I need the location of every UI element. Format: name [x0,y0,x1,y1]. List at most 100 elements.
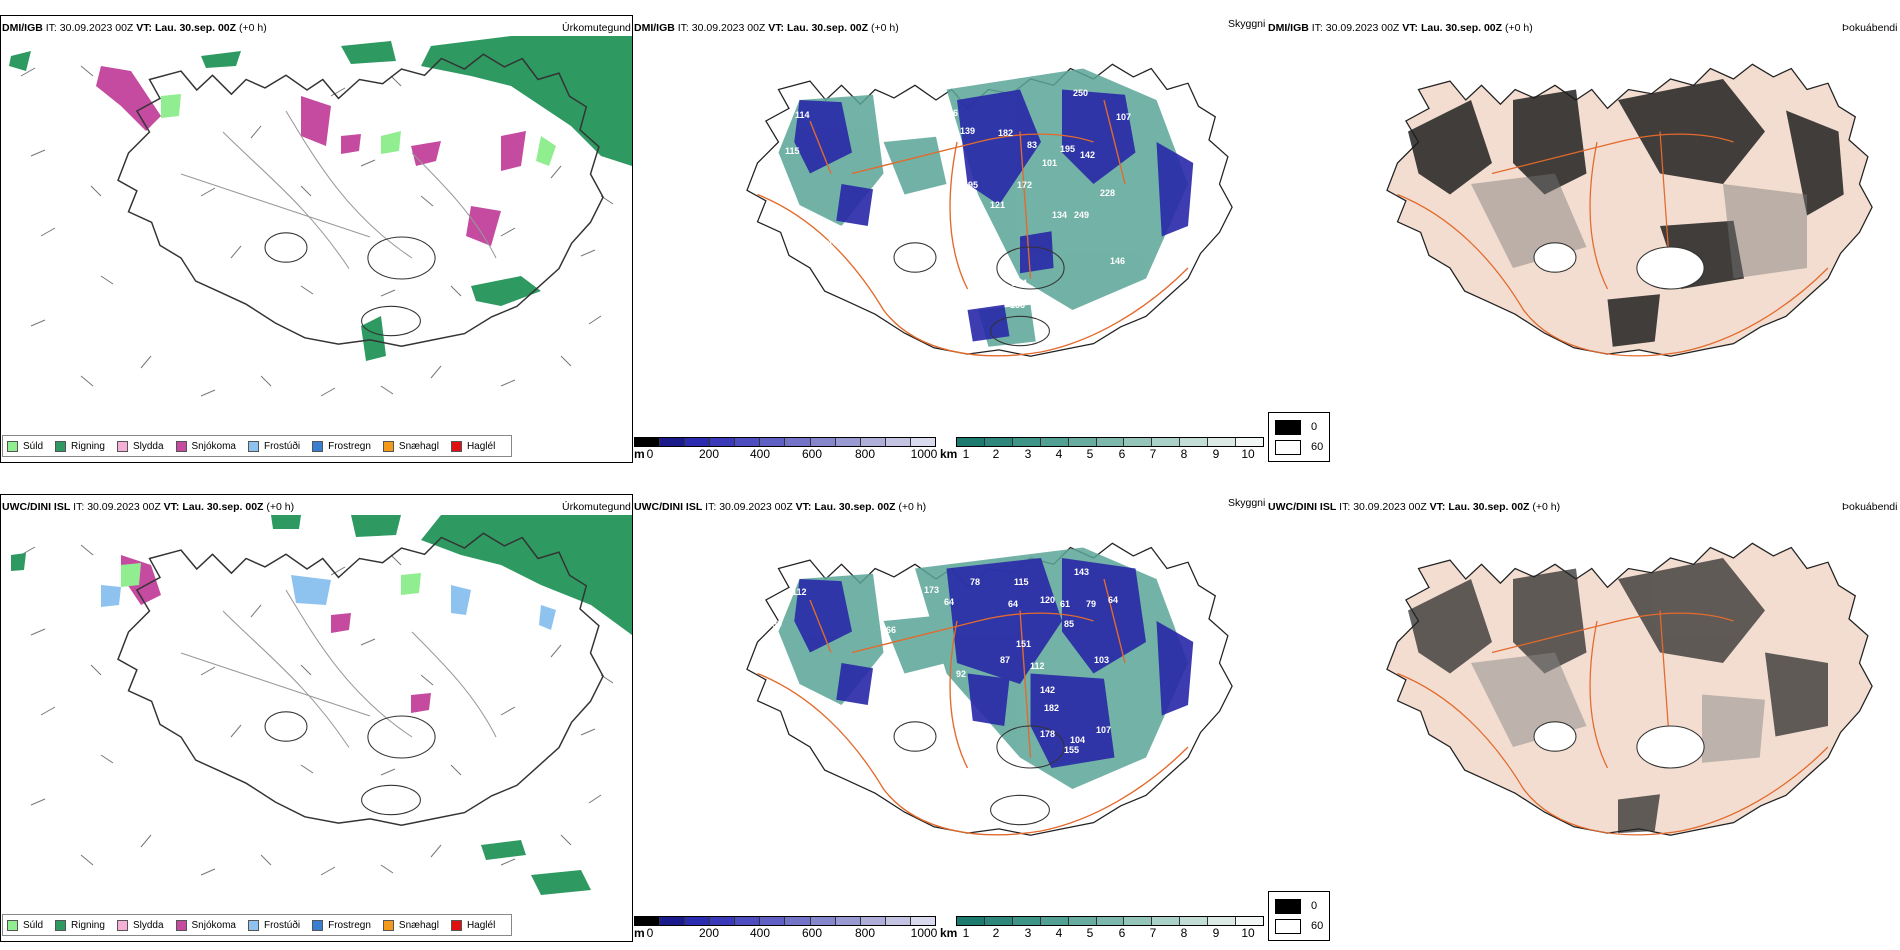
legend-item-frostregn: Frostregn [312,919,371,931]
legend-swatch [7,440,18,452]
precip-legend: Súld Rigning Slydda Snjókoma Frostúði Fr… [2,435,513,457]
cloud-label: 114 [795,110,810,120]
cloud-label: 182 [998,128,1013,138]
fog-legend: 0 60 [1268,412,1331,462]
cloud-label: 95 [968,180,978,190]
cloudbase-blue-areas [794,89,1194,342]
visibility-unit: km [940,926,958,940]
visibility-ticks: 1 2 3 4 5 6 7 8 9 10 [962,447,1255,461]
cloud-label: 107 [1096,725,1111,735]
legend-swatch [55,440,67,452]
legend-swatch [450,919,462,931]
legend-item-rigning: Rigning [55,919,105,931]
cloud-label: 107 [1116,112,1131,122]
rain-areas [11,515,632,895]
cloud-label: 112 [1030,661,1045,671]
cloudbase-labels: 100 112 102 99 85 66 173 64 78 115 64 12… [736,567,1118,841]
cloud-label: 64 [1108,595,1118,605]
fog-legend-item: 0 [1275,417,1323,437]
cloud-label: 400 [892,220,907,230]
legend-item-sudl: Súld [7,440,43,452]
legend-item-snjokoma: Snjókoma [175,440,236,452]
fog-legend-item: 60 [1275,437,1323,457]
legend-item-haglel: Haglél [450,919,495,931]
cloud-label: 225 [970,238,985,248]
legend-swatch [247,919,259,931]
cloud-label: 66 [886,625,896,635]
legend-swatch [312,440,324,452]
cloud-label: 139 [960,126,975,136]
legend-item-frostudi: Frostúði [247,919,300,931]
roads [757,578,1189,836]
header-fog: UWC/DINI ISL IT: 30.09.2023 00Z VT: Lau.… [1268,501,1561,513]
header-precip: DMI/IGB IT: 30.09.2023 00Z VT: Lau. 30.s… [2,22,267,34]
cloud-label: 103 [1094,655,1109,665]
cloud-label: 146 [1110,256,1125,266]
cloud-label: 61 [1060,599,1070,609]
cloud-label: 100 [758,577,773,587]
legend-swatch [116,440,128,452]
legend-item-sudl: Súld [7,919,43,931]
panel-title-precip: Úrkomutegund [562,501,631,513]
cloudbase-ticks: 0 200 400 600 800 1000 [646,926,938,940]
legend-item-haglel: Haglél [450,440,495,452]
cloud-label: 155 [1064,745,1079,755]
cloud-label: 234 [1012,278,1027,288]
cloud-label: 120 [1040,595,1055,605]
header-visibility: UWC/DINI ISL IT: 30.09.2023 00Z VT: Lau.… [634,501,927,513]
legend-swatch [175,919,187,931]
precip-legend: Súld Rigning Slydda Snjókoma Frostúði Fr… [2,914,513,936]
cloud-label: 124 [964,747,979,757]
cloud-label: 79 [1086,599,1096,609]
visibility-cells [956,916,1264,926]
visibility-ticks: 1 2 3 4 5 6 7 8 9 10 [962,926,1255,940]
cloud-label: 78 [970,577,980,587]
cloud-label: 135 [797,88,812,98]
cloud-label: 73 [912,344,922,354]
visibility-map: 60 135 114 187 155 115 104 103 106 139 1… [660,36,1240,426]
drizzle-areas [161,94,556,166]
cloudbase-unit: m [634,447,645,461]
legend-item-frostregn: Frostregn [312,440,371,452]
fog-dark-areas [1408,79,1844,347]
cloud-label: 65 [940,358,950,368]
cloud-label: 172 [1017,180,1032,190]
cloud-label: 102 [736,605,751,615]
legend-swatch [55,919,67,931]
cloudbase-unit: m [634,926,645,940]
legend-swatch [7,919,18,931]
cloudbase-labels: 60 135 114 187 155 115 104 103 106 139 1… [750,83,1131,368]
legend-item-frostudi: Frostúði [247,440,300,452]
header-visibility: DMI/IGB IT: 30.09.2023 00Z VT: Lau. 30.s… [634,22,899,34]
precip-map-frame [0,494,633,942]
header-precip: UWC/DINI ISL IT: 30.09.2023 00Z VT: Lau.… [2,501,295,513]
cloud-label: 151 [1016,639,1031,649]
visibility-map: 100 112 102 99 85 66 173 64 78 115 64 12… [660,515,1240,905]
cloud-label: 178 [1040,729,1055,739]
legend-swatch [247,440,259,452]
roads [757,99,1189,357]
cloudbase-cells [634,916,936,926]
visibility-colorbar: 1 2 3 4 5 6 7 8 9 10 [956,437,1264,461]
cloud-label: 64 [1008,599,1018,609]
legend-swatch [382,440,394,452]
legend-item-slydda: Slydda [116,440,164,452]
legend-item-snaehagl: Snæhagl [382,440,439,452]
visibility-cells [956,437,1264,447]
visibility-colorbar: 1 2 3 4 5 6 7 8 9 10 [956,916,1264,940]
cloud-label: 85 [822,735,832,745]
rain-areas [9,36,632,361]
cloud-label: 106 [943,108,958,118]
fog-map [1300,515,1880,905]
cloud-label: 195 [1060,144,1075,154]
cloud-label: 173 [924,585,939,595]
panel-title-fog: Þokuábendi [1842,501,1898,513]
panel-title-visibility: Skyggni [1228,497,1266,509]
cloud-label: 118 [932,831,947,841]
cloud-label: 104 [1070,735,1085,745]
fog-dark-areas [1408,558,1828,834]
cloudbase-colorbar: 0 200 400 600 800 1000 [634,916,938,940]
precip-map [1,36,632,426]
legend-swatch [312,919,324,931]
row-1: UWC/DINI ISL IT: 30.09.2023 00Z VT: Lau.… [0,481,1900,950]
